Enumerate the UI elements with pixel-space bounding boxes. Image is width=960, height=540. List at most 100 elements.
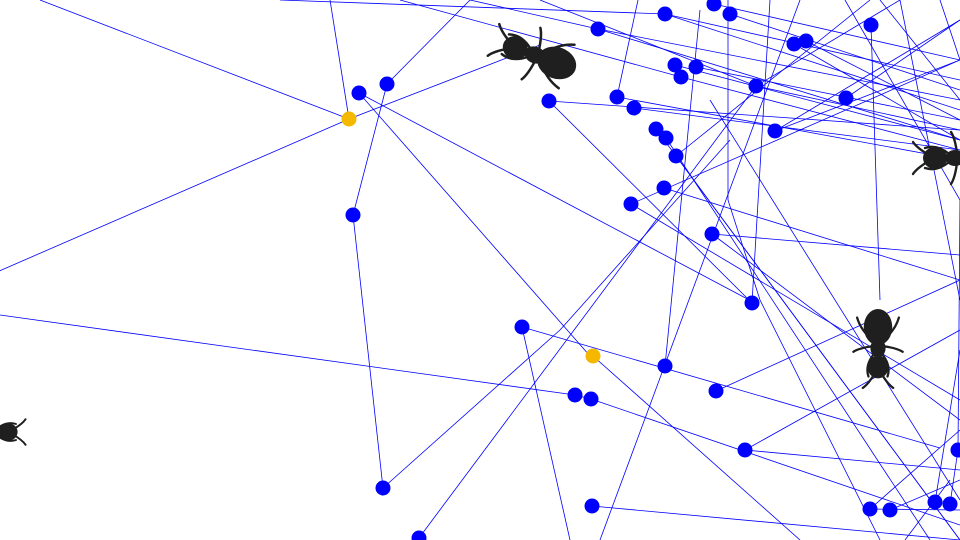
graph-node[interactable] bbox=[744, 295, 760, 311]
graph-edge bbox=[358, 92, 756, 304]
graph-edge bbox=[279, 0, 666, 15]
graph-edge bbox=[711, 233, 960, 421]
graph-edge bbox=[630, 59, 960, 205]
graph-edge bbox=[352, 83, 388, 216]
graph-edge bbox=[845, 19, 960, 99]
graph-edge bbox=[663, 187, 960, 281]
graph-node[interactable] bbox=[786, 36, 802, 52]
graph-node[interactable] bbox=[541, 93, 557, 109]
graph-edge bbox=[744, 449, 960, 471]
graph-edge bbox=[755, 85, 960, 131]
graph-edge bbox=[727, 199, 761, 301]
graph-node[interactable] bbox=[658, 130, 674, 146]
graph-edge bbox=[382, 329, 561, 489]
graph-edge bbox=[751, 0, 771, 304]
graph-node[interactable] bbox=[708, 383, 724, 399]
graph-node[interactable] bbox=[737, 442, 753, 458]
ant-layer bbox=[0, 14, 960, 453]
food-node[interactable] bbox=[585, 348, 601, 364]
graph-edge bbox=[729, 13, 960, 91]
graph-edge bbox=[949, 449, 959, 505]
ant-abdomen bbox=[537, 46, 577, 80]
graph-edge bbox=[904, 479, 951, 540]
graph-node[interactable] bbox=[927, 494, 943, 510]
graph-edge bbox=[934, 349, 960, 503]
graph-node[interactable] bbox=[667, 57, 683, 73]
graph-edge bbox=[548, 100, 960, 131]
graph-node[interactable] bbox=[882, 502, 898, 518]
graph-node[interactable] bbox=[411, 530, 427, 540]
graph-node[interactable] bbox=[609, 89, 625, 105]
ant-sprite[interactable] bbox=[484, 14, 585, 95]
graph-node[interactable] bbox=[688, 59, 704, 75]
graph-edge bbox=[0, 314, 576, 396]
graph-edge bbox=[759, 299, 881, 540]
graph-node[interactable] bbox=[657, 6, 673, 22]
graph-edge bbox=[329, 0, 350, 120]
graph-node[interactable] bbox=[704, 226, 720, 242]
graph-node[interactable] bbox=[942, 496, 958, 512]
graph-edge bbox=[793, 43, 960, 141]
graph-edge bbox=[675, 0, 871, 157]
graph-edge bbox=[39, 0, 350, 120]
graph-node[interactable] bbox=[950, 442, 960, 458]
ant-head bbox=[867, 355, 889, 379]
graph-node[interactable] bbox=[767, 123, 783, 139]
graph-edge bbox=[889, 479, 960, 511]
graph-edge bbox=[418, 85, 757, 539]
graph-edge bbox=[715, 279, 960, 392]
graph-node[interactable] bbox=[567, 387, 583, 403]
graph-node[interactable] bbox=[626, 100, 642, 116]
graph-node[interactable] bbox=[706, 0, 722, 12]
graph-node[interactable] bbox=[798, 33, 814, 49]
graph-node[interactable] bbox=[583, 391, 599, 407]
graph-edge bbox=[664, 13, 960, 111]
ant-sprite[interactable] bbox=[0, 411, 27, 453]
ant-head bbox=[0, 423, 18, 441]
ant-thorax bbox=[524, 46, 546, 64]
graph-edge bbox=[774, 59, 960, 132]
ant-sprite[interactable] bbox=[852, 309, 904, 390]
graph-edge bbox=[744, 329, 960, 451]
graph-edge bbox=[616, 96, 960, 161]
food-node[interactable] bbox=[341, 111, 357, 127]
graph-node[interactable] bbox=[657, 358, 673, 374]
graph-node[interactable] bbox=[584, 498, 600, 514]
graph-node[interactable] bbox=[648, 121, 664, 137]
graph-edge bbox=[630, 203, 960, 401]
graph-edge bbox=[590, 398, 960, 526]
graph-edge bbox=[0, 118, 350, 272]
graph-node[interactable] bbox=[862, 501, 878, 517]
ant-head bbox=[502, 36, 528, 60]
graph-node[interactable] bbox=[379, 76, 395, 92]
graph-node[interactable] bbox=[838, 90, 854, 106]
graph-edge bbox=[521, 326, 571, 540]
graph-edge bbox=[711, 233, 960, 256]
graph-node[interactable] bbox=[673, 69, 689, 85]
graph-node[interactable] bbox=[863, 17, 879, 33]
node-layer bbox=[341, 0, 960, 540]
graph-node[interactable] bbox=[668, 148, 684, 164]
graph-edge bbox=[713, 3, 960, 61]
graph-node[interactable] bbox=[656, 180, 672, 196]
graph-edge bbox=[591, 505, 960, 540]
ant-thorax bbox=[870, 338, 886, 358]
graph-edge bbox=[674, 64, 960, 141]
graph-node[interactable] bbox=[590, 21, 606, 37]
ant-head bbox=[923, 147, 947, 169]
ant-sprite[interactable] bbox=[911, 130, 960, 186]
graph-edge bbox=[352, 214, 384, 489]
graph-node[interactable] bbox=[345, 207, 361, 223]
graph-edge bbox=[805, 40, 960, 121]
graph-edge bbox=[599, 0, 801, 540]
graph-node[interactable] bbox=[623, 196, 639, 212]
graph-node[interactable] bbox=[351, 85, 367, 101]
graph-edge bbox=[386, 0, 471, 85]
graph-node[interactable] bbox=[748, 78, 764, 94]
graph-node[interactable] bbox=[514, 319, 530, 335]
graph-node[interactable] bbox=[722, 6, 738, 22]
graph-edge bbox=[548, 100, 753, 304]
graph-node[interactable] bbox=[375, 480, 391, 496]
graph-edge bbox=[709, 99, 960, 501]
